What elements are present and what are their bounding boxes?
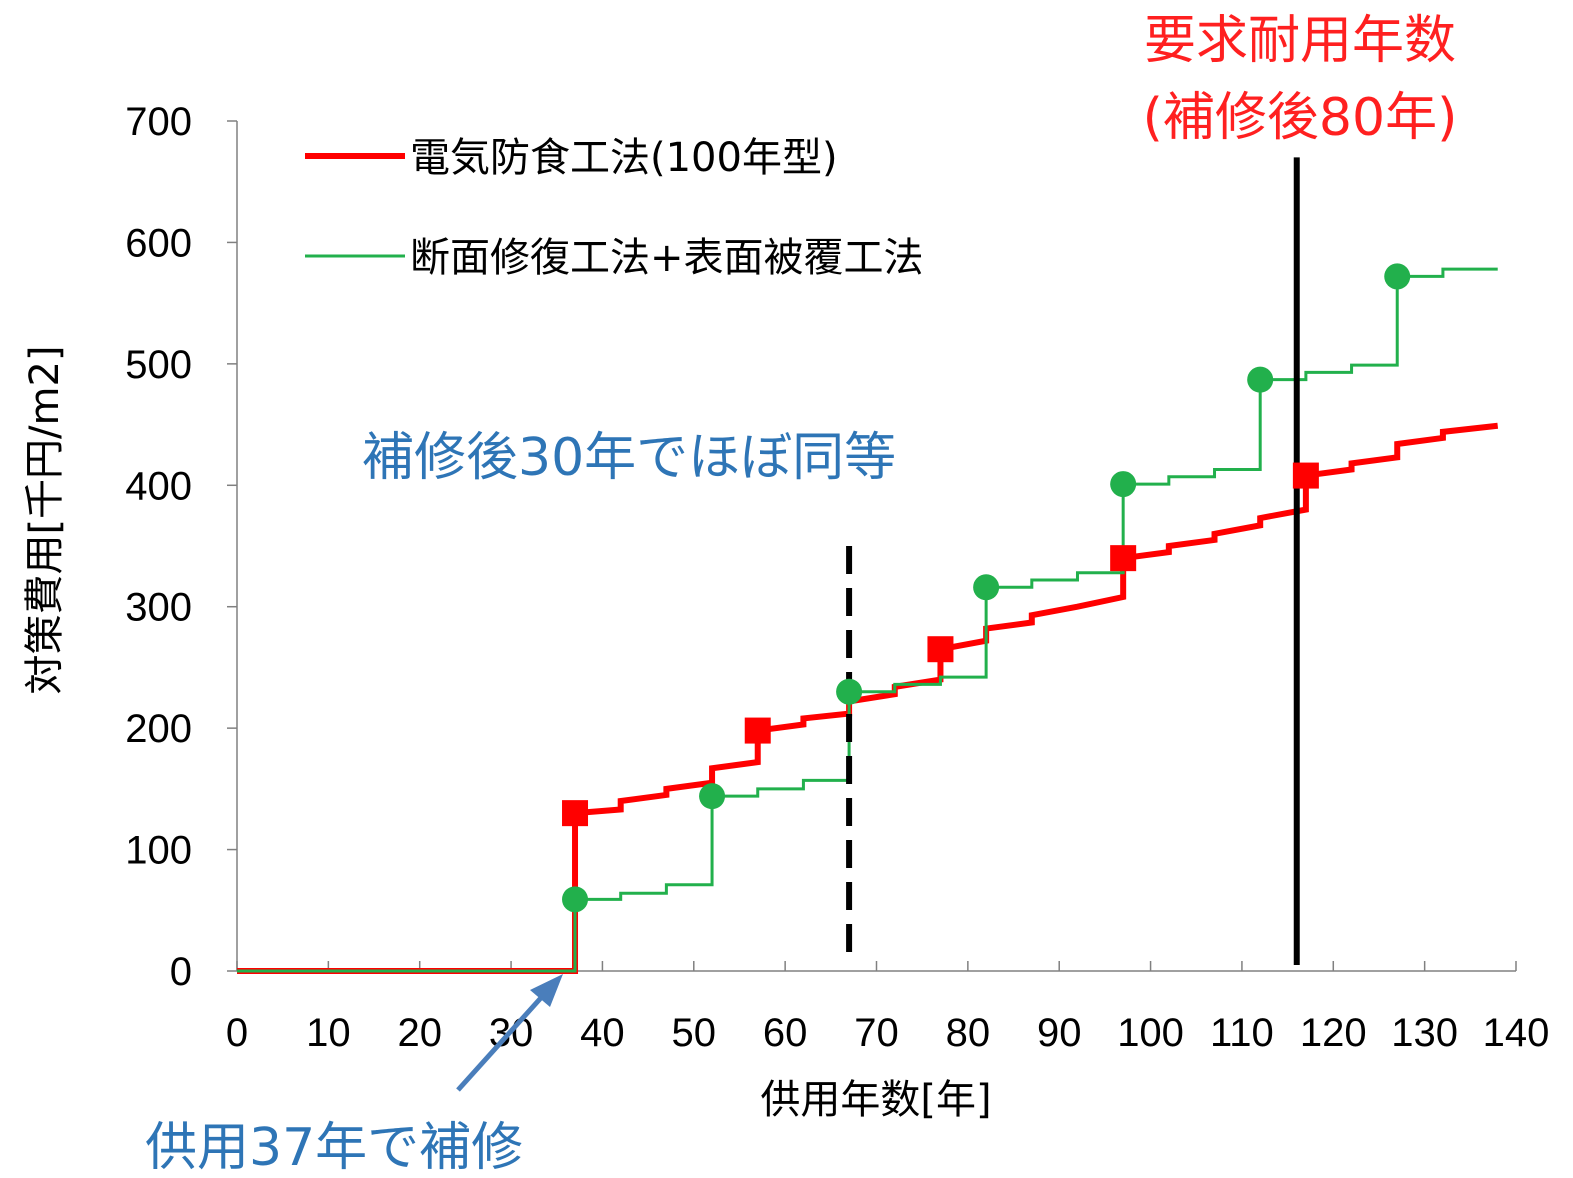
legend-label-electric: 電気防食工法(100年型) bbox=[410, 135, 838, 181]
x-tick-label: 90 bbox=[1037, 1011, 1082, 1055]
y-tick-label: 0 bbox=[170, 950, 192, 994]
x-tick-label: 20 bbox=[397, 1011, 442, 1055]
annotation-required-life-2: (補修後80年) bbox=[1143, 88, 1458, 148]
x-axis-title: 供用年数[年] bbox=[760, 1077, 991, 1123]
annotation-repair-point: 供用37年で補修 bbox=[145, 1118, 523, 1178]
circle-marker bbox=[836, 678, 863, 705]
x-tick-label: 40 bbox=[580, 1011, 625, 1055]
legend: 電気防食工法(100年型) 断面修復工法+表面被覆工法 bbox=[305, 135, 924, 281]
circle-marker bbox=[562, 886, 589, 913]
circle-marker bbox=[699, 783, 726, 810]
reference-lines bbox=[846, 157, 1300, 965]
y-tick-label: 500 bbox=[125, 343, 192, 387]
x-tick-label: 80 bbox=[946, 1011, 991, 1055]
series-line-2 bbox=[237, 267, 1498, 973]
square-marker bbox=[562, 800, 589, 827]
repair-arrow bbox=[456, 974, 563, 1092]
y-tick-label: 300 bbox=[125, 586, 192, 630]
x-tick-label: 10 bbox=[306, 1011, 351, 1055]
square-marker bbox=[744, 717, 771, 744]
x-tick-label: 140 bbox=[1483, 1011, 1550, 1055]
legend-label-repair: 断面修復工法+表面被覆工法 bbox=[410, 235, 924, 281]
circle-marker bbox=[1247, 366, 1274, 393]
annotation-required-life-1: 要求耐用年数 bbox=[1144, 11, 1456, 71]
circle-marker bbox=[1384, 263, 1411, 290]
x-tick-label: 110 bbox=[1210, 1011, 1274, 1055]
y-tick-label: 600 bbox=[125, 221, 192, 265]
annotation-equal-point: 補修後30年でほぼ同等 bbox=[362, 428, 896, 488]
square-marker bbox=[1110, 545, 1137, 572]
y-tick-label: 400 bbox=[125, 464, 192, 508]
circle-marker bbox=[1110, 471, 1137, 498]
axes: 0100200300400500600700010203040506070809… bbox=[125, 100, 1549, 1055]
series-layer bbox=[237, 267, 1499, 974]
square-marker bbox=[1292, 462, 1319, 489]
y-tick-label: 100 bbox=[125, 829, 192, 873]
repair-arrow-head bbox=[530, 974, 563, 1007]
series-line-1 bbox=[237, 422, 1499, 974]
x-tick-label: 100 bbox=[1117, 1011, 1184, 1055]
x-tick-label: 0 bbox=[226, 1011, 248, 1055]
y-tick-label: 700 bbox=[125, 100, 192, 144]
repair-arrow-shaft bbox=[456, 988, 550, 1092]
y-tick-label: 200 bbox=[125, 707, 192, 751]
y-axis-title: 対策費用[千円/m2] bbox=[22, 345, 68, 694]
markers-layer bbox=[562, 263, 1411, 913]
x-tick-label: 130 bbox=[1391, 1011, 1458, 1055]
circle-marker bbox=[973, 574, 1000, 601]
x-tick-label: 120 bbox=[1300, 1011, 1367, 1055]
square-marker bbox=[927, 636, 954, 663]
x-tick-label: 50 bbox=[672, 1011, 717, 1055]
x-tick-label: 70 bbox=[854, 1011, 899, 1055]
x-tick-label: 60 bbox=[763, 1011, 808, 1055]
